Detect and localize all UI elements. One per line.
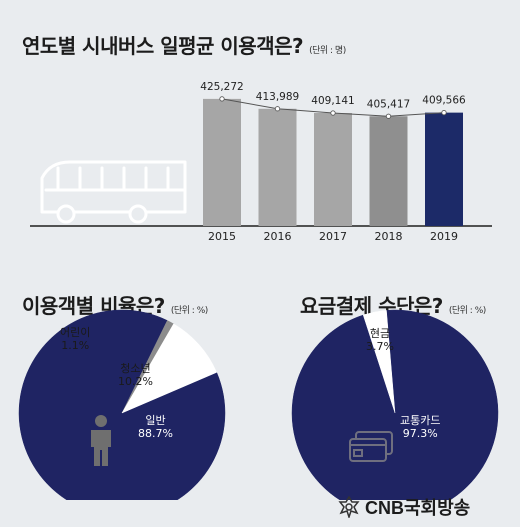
x-tick-label: 2017 [319, 230, 347, 243]
x-tick-label: 2016 [264, 230, 292, 243]
pie2-slice-0 [291, 309, 499, 500]
pie1-label-general: 일반 88.7% [138, 414, 173, 440]
pie1-slice-0 [18, 309, 226, 500]
bar-2016 [258, 108, 297, 226]
pie1-slice-2 [121, 323, 217, 414]
bar-2018 [369, 116, 408, 226]
trend-point [330, 110, 336, 116]
trend-point [385, 113, 392, 119]
x-tick-label: 2019 [430, 230, 458, 243]
person-icon [91, 415, 111, 466]
bar-2015 [203, 98, 241, 226]
credit-card-icon [349, 431, 393, 462]
ridership-title: 연도별 시내버스 일평균 이용객은? (단위 : 명) [22, 34, 346, 58]
user-ratio-pie-chart [18, 309, 226, 500]
pie1-label-child: 어린이 1.1% [60, 326, 91, 352]
pie2-slice-1 [362, 310, 396, 414]
bar-value-label: 409,141 [311, 95, 354, 107]
pie1-label-youth: 청소년 10.2% [118, 362, 153, 388]
ridership-unit: (단위 : 명) [309, 46, 346, 56]
bar-value-label: 405,417 [367, 98, 410, 110]
bar-2017 [314, 113, 352, 226]
bar-2019 [425, 112, 463, 226]
logo-text: CNB국회방송 [365, 498, 471, 518]
trend-point [274, 106, 281, 112]
logo: CNB국회방송 [338, 494, 470, 520]
pie2-label-cash: 현금 3.7% [366, 327, 394, 353]
x-tick-label: 2015 [208, 230, 236, 243]
payment-pie-chart [291, 309, 499, 500]
ridership-bar-chart: 425,272 2015 413,989 2016 409,141 2017 405,417… [200, 81, 466, 243]
bar-value-label: 409,566 [422, 95, 466, 107]
bar-value-label: 413,989 [256, 91, 299, 103]
user-ratio-unit: (단위 : %) [170, 306, 208, 316]
trend-point [441, 110, 447, 116]
logo-emblem-icon [338, 496, 360, 518]
payment-unit: (단위 : %) [448, 306, 486, 316]
bus-icon [40, 160, 187, 224]
bar-value-label: 425,272 [200, 81, 243, 93]
x-tick-label: 2018 [375, 230, 403, 243]
trend-point [219, 96, 225, 102]
pie2-label-card: 교통카드 97.3% [400, 414, 441, 440]
